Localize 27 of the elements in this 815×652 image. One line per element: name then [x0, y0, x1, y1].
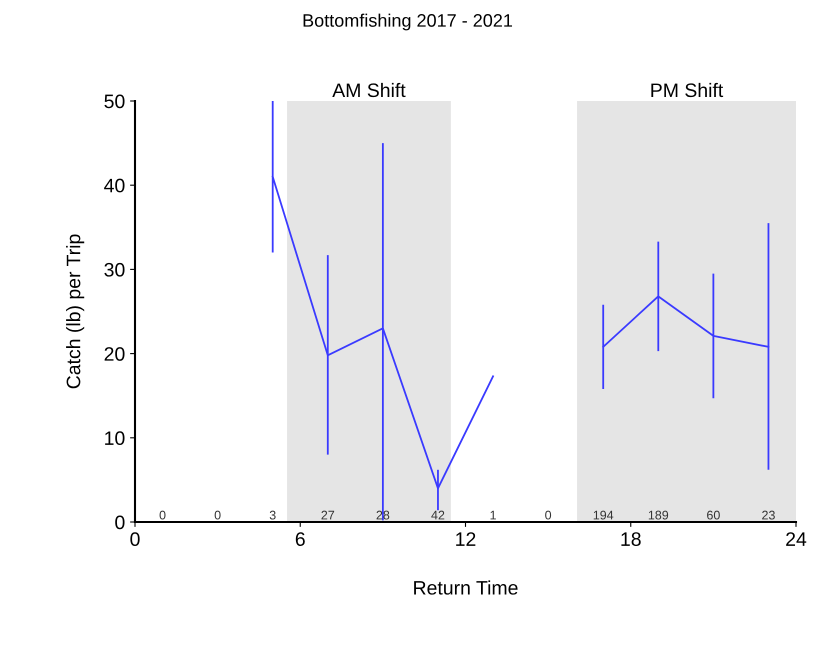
x-tick-label: 0 — [130, 532, 140, 546]
annotation: 42 — [431, 510, 444, 520]
annotation: 0 — [160, 510, 166, 520]
x-tick-label: 12 — [456, 532, 476, 546]
x-tick-label: 6 — [296, 532, 305, 546]
y-tick-label: 30 — [104, 262, 125, 277]
y-tick-label: 50 — [104, 94, 125, 108]
chart-title: Bottomfishing 2017 - 2021 — [304, 14, 512, 30]
annotation: 0 — [545, 510, 552, 520]
annotation: 194 — [594, 510, 614, 520]
annotation: 0 — [214, 510, 221, 520]
band-label: AM Shift — [332, 82, 406, 98]
x-axis-title: Return Time — [414, 580, 518, 595]
annotation: 189 — [648, 510, 668, 520]
y-tick-label: 10 — [105, 431, 125, 446]
annotation: 27 — [321, 510, 334, 520]
y-tick-label: 20 — [104, 347, 125, 361]
y-tick-label: 0 — [115, 515, 125, 530]
annotation: 3 — [270, 510, 276, 520]
annotation: 60 — [707, 510, 720, 520]
band-label: PM Shift — [651, 82, 724, 98]
annotation: 23 — [762, 510, 775, 520]
y-tick-label: 40 — [104, 178, 125, 192]
x-tick-label: 24 — [786, 532, 806, 546]
annotation: 1 — [490, 510, 496, 520]
y-axis-title: Catch (lb) per Trip — [66, 234, 84, 388]
x-tick-label: 18 — [621, 532, 641, 546]
